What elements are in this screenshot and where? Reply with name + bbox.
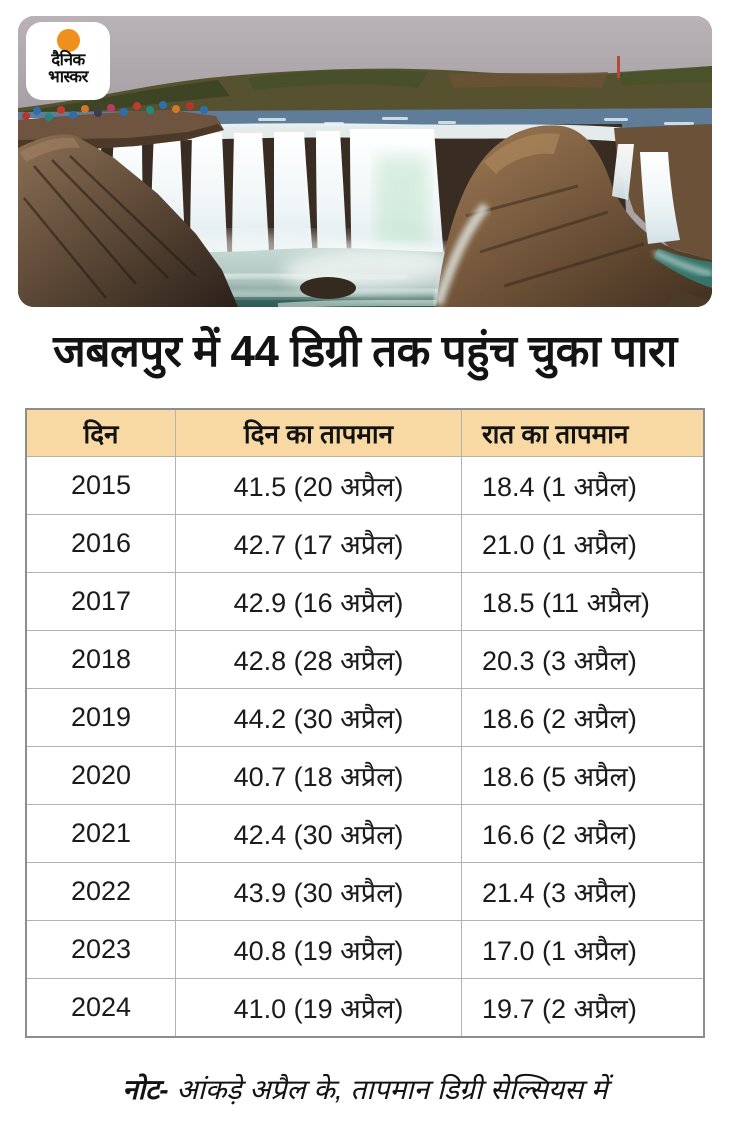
cell-day-temp: 42.7 (17 अप्रैल) [175, 514, 461, 572]
cell-year: 2016 [27, 514, 175, 572]
cell-day-temp: 42.9 (16 अप्रैल) [175, 572, 461, 630]
cell-year: 2017 [27, 572, 175, 630]
table-row: 2015 41.5 (20 अप्रैल) 18.4 (1 अप्रैल) [27, 456, 703, 514]
crowd-of-visitors [22, 101, 208, 121]
cell-year: 2019 [27, 688, 175, 746]
cell-night-temp: 18.6 (2 अप्रैल) [461, 688, 703, 746]
header-year: दिन [27, 410, 175, 456]
table-header-row: दिन दिन का तापमान रात का तापमान [27, 410, 703, 456]
sun-icon [56, 29, 80, 52]
footnote-label: नोट- [122, 1074, 169, 1105]
cell-night-temp: 18.4 (1 अप्रैल) [461, 456, 703, 514]
waterfall-scene-illustration [18, 16, 712, 307]
cell-day-temp: 44.2 (30 अप्रैल) [175, 688, 461, 746]
logo-name-line2: भास्कर [48, 68, 88, 87]
cell-night-temp: 18.5 (11 अप्रैल) [461, 572, 703, 630]
table-row: 2024 41.0 (19 अप्रैल) 19.7 (2 अप्रैल) [27, 978, 703, 1036]
cell-night-temp: 16.6 (2 अप्रैल) [461, 804, 703, 862]
cell-night-temp: 19.7 (2 अप्रैल) [461, 978, 703, 1036]
cell-year: 2018 [27, 630, 175, 688]
table-row: 2019 44.2 (30 अप्रैल) 18.6 (2 अप्रैल) [27, 688, 703, 746]
cell-day-temp: 40.7 (18 अप्रैल) [175, 746, 461, 804]
cell-day-temp: 41.0 (19 अप्रैल) [175, 978, 461, 1036]
cell-year: 2023 [27, 920, 175, 978]
cell-night-temp: 21.0 (1 अप्रैल) [461, 514, 703, 572]
page-title: जबलपुर में 44 डिग्री तक पहुंच चुका पारा [53, 327, 677, 376]
table-row: 2022 43.9 (30 अप्रैल) 21.4 (3 अप्रैल) [27, 862, 703, 920]
cell-night-temp: 21.4 (3 अप्रैल) [461, 862, 703, 920]
cell-year: 2020 [27, 746, 175, 804]
cell-year: 2015 [27, 456, 175, 514]
logo-name-line1: दैनिक [51, 51, 85, 69]
cell-year: 2021 [27, 804, 175, 862]
header-night-temp: रात का तापमान [461, 410, 703, 456]
cell-night-temp: 17.0 (1 अप्रैल) [461, 920, 703, 978]
cell-year: 2022 [27, 862, 175, 920]
cell-night-temp: 20.3 (3 अप्रैल) [461, 630, 703, 688]
table-row: 2020 40.7 (18 अप्रैल) 18.6 (5 अप्रैल) [27, 746, 703, 804]
footnote: नोट- आंकड़े अप्रैल के, तापमान डिग्री सेल… [0, 1070, 730, 1108]
footnote-text: आंकड़े अप्रैल के, तापमान डिग्री सेल्सियस… [168, 1074, 608, 1105]
cell-day-temp: 40.8 (19 अप्रैल) [175, 920, 461, 978]
table-row: 2021 42.4 (30 अप्रैल) 16.6 (2 अप्रैल) [27, 804, 703, 862]
cell-year: 2024 [27, 978, 175, 1036]
table-row: 2018 42.8 (28 अप्रैल) 20.3 (3 अप्रैल) [27, 630, 703, 688]
temperature-table: दिन दिन का तापमान रात का तापमान 2015 41.… [25, 408, 705, 1038]
cell-night-temp: 18.6 (5 अप्रैल) [461, 746, 703, 804]
table-row: 2023 40.8 (19 अप्रैल) 17.0 (1 अप्रैल) [27, 920, 703, 978]
table-row: 2016 42.7 (17 अप्रैल) 21.0 (1 अप्रैल) [27, 514, 703, 572]
table-row: 2017 42.9 (16 अप्रैल) 18.5 (11 अप्रैल) [27, 572, 703, 630]
cell-day-temp: 42.4 (30 अप्रैल) [175, 804, 461, 862]
cell-day-temp: 42.8 (28 अप्रैल) [175, 630, 461, 688]
header-day-temp: दिन का तापमान [175, 410, 461, 456]
waterfall-photo: दैनिक भास्कर [18, 16, 712, 307]
cell-day-temp: 41.5 (20 अप्रैल) [175, 456, 461, 514]
dainik-bhaskar-logo: दैनिक भास्कर [26, 22, 110, 100]
cell-day-temp: 43.9 (30 अप्रैल) [175, 862, 461, 920]
